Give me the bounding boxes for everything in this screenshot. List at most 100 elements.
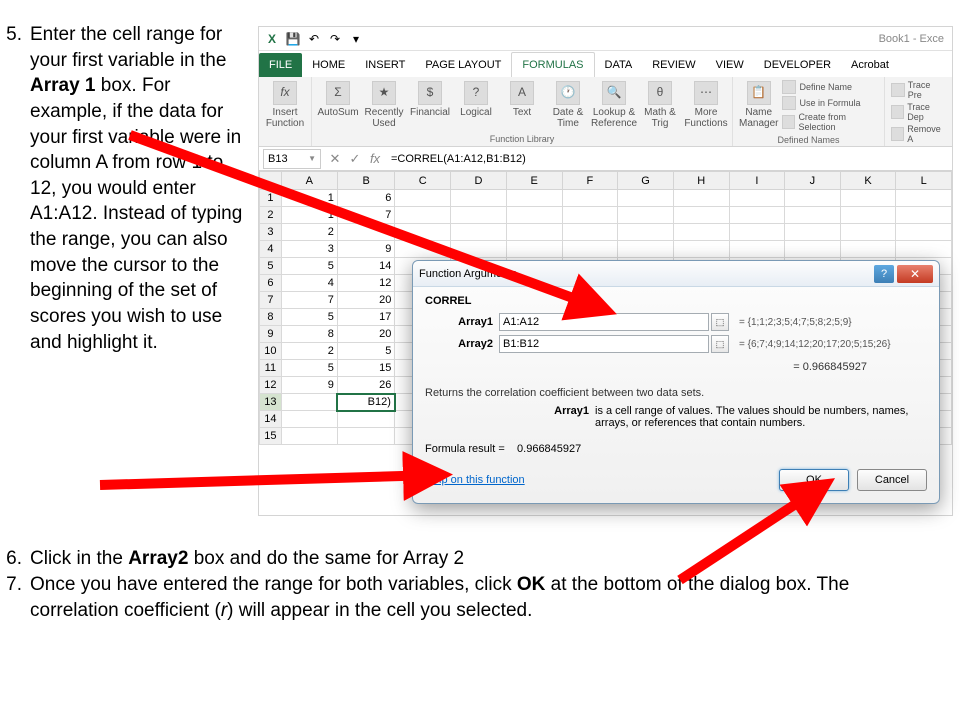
dialog-help-icon[interactable]: ?	[874, 265, 894, 283]
cell-E4[interactable]	[506, 241, 562, 258]
cell-J4[interactable]	[785, 241, 841, 258]
recently-used-button[interactable]: ★Recently Used	[362, 79, 406, 131]
tab-acrobat[interactable]: Acrobat	[841, 53, 899, 77]
select-all-corner[interactable]	[260, 172, 282, 190]
qat-dropdown-icon[interactable]: ▾	[347, 30, 365, 48]
cell-B4[interactable]: 9	[337, 241, 395, 258]
row-header-1[interactable]: 1	[260, 190, 282, 207]
cell-H3[interactable]	[673, 224, 729, 241]
text-button[interactable]: AText	[500, 79, 544, 131]
cell-A7[interactable]: 7	[281, 292, 337, 309]
col-B[interactable]: B	[337, 172, 395, 190]
cell-A15[interactable]	[281, 428, 337, 445]
cell-C3[interactable]	[395, 224, 451, 241]
cell-B14[interactable]	[337, 411, 395, 428]
row-header-12[interactable]: 12	[260, 377, 282, 394]
cell-G2[interactable]	[618, 207, 674, 224]
lookup-button[interactable]: 🔍Lookup & Reference	[592, 79, 636, 131]
cell-A12[interactable]: 9	[281, 377, 337, 394]
cell-C4[interactable]	[395, 241, 451, 258]
cell-K4[interactable]	[840, 241, 896, 258]
cell-B6[interactable]: 12	[337, 275, 395, 292]
cell-A4[interactable]: 3	[281, 241, 337, 258]
cell-G3[interactable]	[618, 224, 674, 241]
array2-input[interactable]	[499, 335, 709, 353]
row-header-9[interactable]: 9	[260, 326, 282, 343]
remove-arrows-button[interactable]: Remove A	[889, 123, 948, 145]
cell-F3[interactable]	[562, 224, 618, 241]
cell-D1[interactable]	[451, 190, 507, 207]
row-header-11[interactable]: 11	[260, 360, 282, 377]
cell-F1[interactable]	[562, 190, 618, 207]
cell-A6[interactable]: 4	[281, 275, 337, 292]
cell-H2[interactable]	[673, 207, 729, 224]
tab-view[interactable]: VIEW	[706, 53, 754, 77]
array1-range-picker-icon[interactable]: ⬚	[711, 313, 729, 331]
cell-L1[interactable]	[896, 190, 952, 207]
row-header-7[interactable]: 7	[260, 292, 282, 309]
cell-B9[interactable]: 20	[337, 326, 395, 343]
cell-A3[interactable]: 2	[281, 224, 337, 241]
cell-A8[interactable]: 5	[281, 309, 337, 326]
col-G[interactable]: G	[618, 172, 674, 190]
math-button[interactable]: θMath & Trig	[638, 79, 682, 131]
row-header-13[interactable]: 13	[260, 394, 282, 411]
cancel-button[interactable]: Cancel	[857, 469, 927, 491]
cell-E2[interactable]	[506, 207, 562, 224]
row-header-6[interactable]: 6	[260, 275, 282, 292]
col-E[interactable]: E	[506, 172, 562, 190]
col-L[interactable]: L	[896, 172, 952, 190]
cell-A11[interactable]: 5	[281, 360, 337, 377]
tab-insert[interactable]: INSERT	[355, 53, 415, 77]
row-header-5[interactable]: 5	[260, 258, 282, 275]
cell-I2[interactable]	[729, 207, 785, 224]
cell-D4[interactable]	[451, 241, 507, 258]
tab-pagelayout[interactable]: PAGE LAYOUT	[415, 53, 511, 77]
insert-function-button[interactable]: fxInsert Function	[263, 79, 307, 131]
cell-K1[interactable]	[840, 190, 896, 207]
cell-B7[interactable]: 20	[337, 292, 395, 309]
row-header-15[interactable]: 15	[260, 428, 282, 445]
row-header-14[interactable]: 14	[260, 411, 282, 428]
row-header-3[interactable]: 3	[260, 224, 282, 241]
cell-A5[interactable]: 5	[281, 258, 337, 275]
cell-A10[interactable]: 2	[281, 343, 337, 360]
cell-C2[interactable]	[395, 207, 451, 224]
name-manager-button[interactable]: 📋Name Manager	[737, 79, 780, 133]
cell-F4[interactable]	[562, 241, 618, 258]
col-D[interactable]: D	[451, 172, 507, 190]
name-box[interactable]: B13▼	[263, 149, 321, 169]
financial-button[interactable]: $Financial	[408, 79, 452, 131]
cell-B13[interactable]: B12)	[337, 394, 395, 411]
cell-E3[interactable]	[506, 224, 562, 241]
col-F[interactable]: F	[562, 172, 618, 190]
formula-enter-icon[interactable]: ✓	[345, 151, 365, 167]
array2-range-picker-icon[interactable]: ⬚	[711, 335, 729, 353]
row-header-8[interactable]: 8	[260, 309, 282, 326]
cell-B8[interactable]: 17	[337, 309, 395, 326]
fx-button[interactable]: fx	[365, 151, 385, 166]
cell-K3[interactable]	[840, 224, 896, 241]
row-header-2[interactable]: 2	[260, 207, 282, 224]
logical-button[interactable]: ?Logical	[454, 79, 498, 131]
tab-data[interactable]: DATA	[595, 53, 643, 77]
cell-A2[interactable]: 1	[281, 207, 337, 224]
datetime-button[interactable]: 🕐Date & Time	[546, 79, 590, 131]
cell-A1[interactable]: 1	[281, 190, 337, 207]
row-header-10[interactable]: 10	[260, 343, 282, 360]
formula-input[interactable]: =CORREL(A1:A12,B1:B12)	[385, 153, 952, 165]
cell-L2[interactable]	[896, 207, 952, 224]
tab-review[interactable]: REVIEW	[642, 53, 705, 77]
cell-D3[interactable]	[451, 224, 507, 241]
tab-home[interactable]: HOME	[302, 53, 355, 77]
more-fn-button[interactable]: ⋯More Functions	[684, 79, 728, 131]
formula-cancel-icon[interactable]: ✕	[325, 151, 345, 167]
col-A[interactable]: A	[281, 172, 337, 190]
row-header-4[interactable]: 4	[260, 241, 282, 258]
cell-B12[interactable]: 26	[337, 377, 395, 394]
cell-G4[interactable]	[618, 241, 674, 258]
cell-B3[interactable]: 4	[337, 224, 395, 241]
cell-I3[interactable]	[729, 224, 785, 241]
cell-L4[interactable]	[896, 241, 952, 258]
cell-D2[interactable]	[451, 207, 507, 224]
